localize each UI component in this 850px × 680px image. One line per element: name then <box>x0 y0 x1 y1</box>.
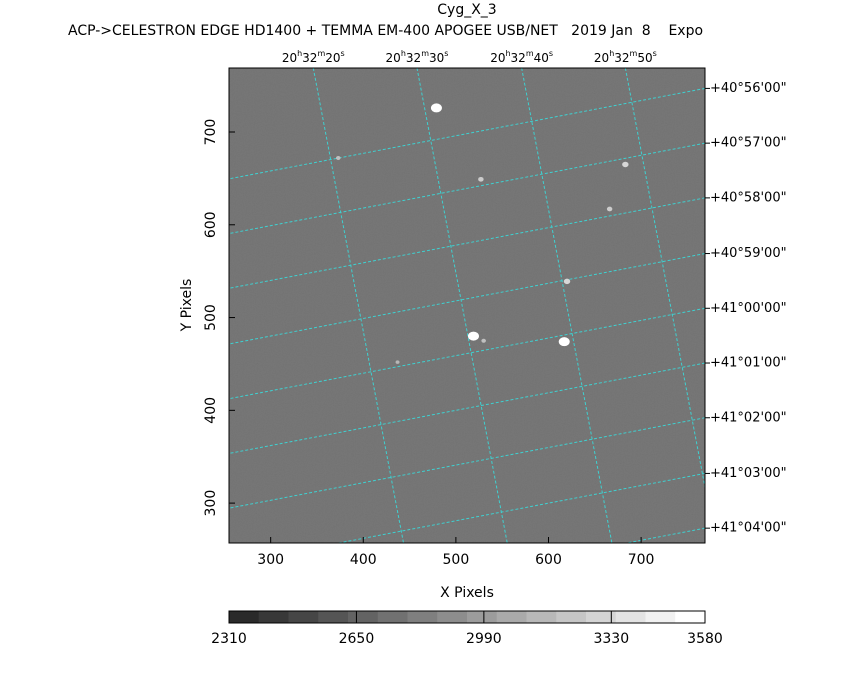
y2-tick-label: +41°04'00" <box>710 521 787 536</box>
grid-line <box>229 417 705 509</box>
x-tick-label: 600 <box>535 552 562 568</box>
colorbar-tick-label: 2990 <box>466 631 502 647</box>
chart-title: Cyg_X_3 <box>437 2 496 18</box>
x-axis-label: X Pixels <box>440 585 494 601</box>
y-tick-label: 600 <box>203 211 219 238</box>
star <box>563 278 571 285</box>
colorbar-segment <box>675 611 706 623</box>
grid-line <box>229 142 705 235</box>
colorbar-segment <box>348 611 379 623</box>
colorbar-segment <box>288 611 319 623</box>
y-axis-label: Y Pixels <box>179 279 195 333</box>
colorbar-segment <box>586 611 617 623</box>
star <box>558 337 570 347</box>
grid-line <box>624 68 705 490</box>
colorbar-segment <box>318 611 349 623</box>
grid-line <box>416 68 508 543</box>
colorbar-segment <box>615 611 646 623</box>
image-area <box>229 68 705 543</box>
x-tick-label: 300 <box>257 552 284 568</box>
y-tick-label: 700 <box>203 119 219 146</box>
star <box>622 161 629 168</box>
colorbar-segment <box>496 611 527 623</box>
y-tick-label: 500 <box>203 304 219 331</box>
star <box>430 103 442 113</box>
x2-tick-label: 20h​32m​20s​ <box>282 49 345 65</box>
grid-line <box>521 68 613 543</box>
colorbar-segment <box>437 611 468 623</box>
colorbar-segment <box>258 611 289 623</box>
x2-tick-label: 20h​32m​30s​ <box>386 49 449 65</box>
colorbar-segment <box>556 611 587 623</box>
colorbar-tick-label: 2310 <box>211 631 247 647</box>
grid-line <box>229 307 705 400</box>
colorbar-segment <box>407 611 438 623</box>
x-tick-label: 700 <box>628 552 655 568</box>
x2-tick-label: 20h​32m​40s​ <box>490 49 553 65</box>
chart-subtitle: ACP->CELESTRON EDGE HD1400 + TEMMA EM-40… <box>68 23 703 39</box>
colorbar-tick-label: 2650 <box>339 631 375 647</box>
colorbar-segment <box>229 611 260 623</box>
y2-tick-label: +41°00'00" <box>710 301 787 316</box>
grid-line <box>229 87 705 180</box>
x-tick-label: 400 <box>350 552 377 568</box>
colorbar-segment <box>467 611 498 623</box>
grid-line <box>312 68 405 543</box>
star <box>606 206 613 212</box>
y2-tick-label: +40°59'00" <box>710 246 787 261</box>
y2-tick-label: +40°57'00" <box>710 136 787 151</box>
image-frame <box>228 67 706 544</box>
y2-tick-label: +40°56'00" <box>710 81 787 96</box>
star <box>395 360 400 364</box>
y2-tick-label: +41°02'00" <box>710 410 787 425</box>
x2-tick-label: 20h​32m​50s​ <box>594 49 657 65</box>
y-tick-label: 300 <box>203 490 219 517</box>
image-background <box>229 68 705 543</box>
grid-line <box>229 253 705 345</box>
grid-line <box>229 362 705 454</box>
y2-tick-label: +41°03'00" <box>710 466 787 481</box>
y2-tick-label: +40°58'00" <box>710 190 787 205</box>
star <box>481 338 486 343</box>
x-tick-label: 500 <box>443 552 470 568</box>
grid-line <box>229 197 705 289</box>
grid-line <box>336 472 705 543</box>
colorbar-segment <box>377 611 408 623</box>
colorbar-tick-label: 3580 <box>687 631 723 647</box>
y2-tick-label: +41°01'00" <box>710 356 787 371</box>
colorbar-segment <box>645 611 676 623</box>
star <box>478 176 484 182</box>
y-tick-label: 400 <box>203 397 219 424</box>
colorbar-tick-label: 3330 <box>593 631 629 647</box>
colorbar-segment <box>526 611 557 623</box>
star <box>467 331 479 341</box>
star <box>335 155 341 160</box>
